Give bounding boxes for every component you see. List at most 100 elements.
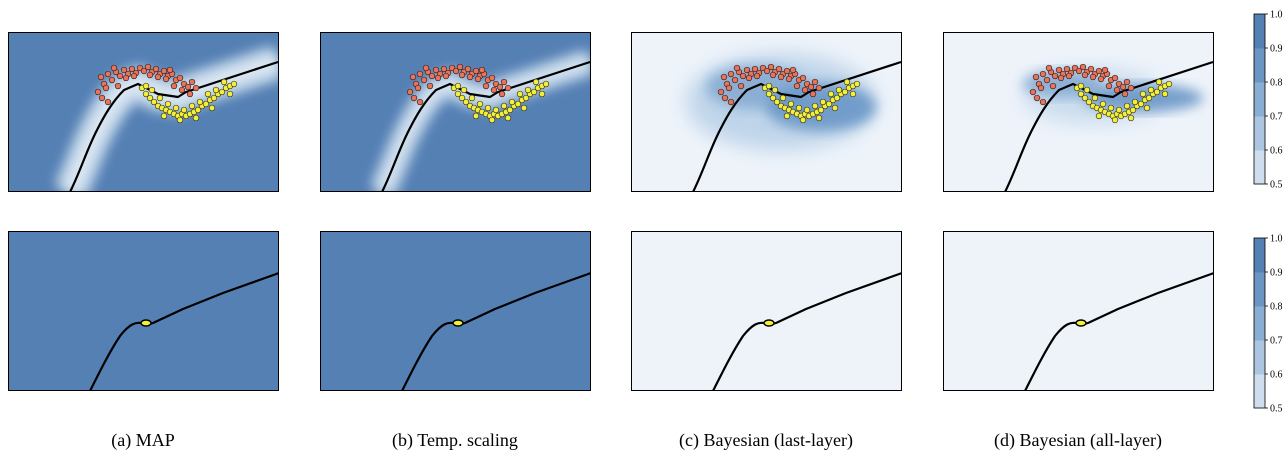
point-class-0 (1055, 66, 1063, 74)
point-class-0 (478, 66, 486, 74)
point-class-1 (1153, 88, 1161, 96)
point-class-0 (815, 84, 823, 92)
point-class-1 (1095, 112, 1103, 120)
point-class-0 (1089, 73, 1097, 81)
point-class-0 (184, 83, 192, 91)
point-class-1 (1123, 102, 1131, 110)
point-class-0 (777, 73, 785, 81)
point-class-1 (1077, 82, 1085, 90)
point-class-1 (1129, 106, 1137, 114)
point-class-0 (739, 72, 747, 80)
point-class-0 (498, 90, 506, 98)
point-class-1 (142, 90, 150, 98)
point-class-1 (825, 100, 833, 108)
colorbar-tick-label: 0.6 (1270, 146, 1283, 157)
caption-map: (a) MAP (111, 430, 175, 451)
point-class-0 (146, 71, 154, 79)
point-class-0 (737, 82, 745, 90)
point-class-0 (188, 78, 196, 86)
point-class-1 (1081, 94, 1089, 102)
panel-bayes-last-top (631, 32, 902, 192)
point-class-0 (1043, 76, 1051, 84)
panel-frame (943, 32, 1214, 192)
point-class-0 (422, 64, 430, 72)
point-class-0 (414, 84, 422, 92)
point-class-0 (144, 63, 152, 71)
point-class-0 (178, 86, 186, 94)
panel-bayes-all-bottom (943, 231, 1214, 391)
point-class-0 (725, 84, 733, 92)
point-class-1 (841, 88, 849, 96)
point-class-0 (733, 64, 741, 72)
colorbar-tick-label: 0.9 (1270, 44, 1283, 55)
colorbar-bottom: 0.5 0.6 0.7 0.8 0.9 1.0 (1253, 234, 1283, 415)
data-cluster (763, 319, 775, 327)
point-class-0 (482, 82, 490, 90)
point-class-0 (162, 75, 170, 83)
point-class-0 (490, 86, 498, 94)
point-class-0 (1029, 88, 1037, 96)
point-class-1 (472, 112, 480, 120)
point-class-1 (817, 106, 825, 114)
colorbar-frame (1253, 237, 1266, 409)
point-class-0 (1101, 66, 1109, 74)
point-class-1 (815, 114, 823, 122)
panel-bayes-all-top (943, 32, 1214, 192)
point-class-0 (166, 66, 174, 74)
point-class-0 (160, 67, 168, 75)
point-class-1 (773, 98, 781, 106)
point-class-1 (1147, 86, 1155, 94)
point-class-1 (488, 116, 496, 124)
point-class-1 (843, 78, 851, 86)
colorbar-band (1254, 14, 1265, 49)
point-class-0 (721, 94, 729, 102)
point-class-0 (442, 72, 450, 80)
point-class-1 (208, 104, 216, 112)
point-class-1 (769, 94, 777, 102)
panel-map-bottom (8, 231, 279, 391)
point-class-1 (484, 104, 492, 112)
point-class-0 (452, 67, 460, 75)
panel-frame (8, 32, 279, 192)
point-class-1 (454, 82, 462, 90)
point-class-0 (1037, 84, 1045, 92)
colorbar-top: 0.5 0.6 0.7 0.8 0.9 1.0 (1253, 10, 1283, 191)
point-class-0 (807, 83, 815, 91)
point-class-0 (434, 74, 442, 82)
point-class-1 (1145, 94, 1153, 102)
point-class-1 (188, 102, 196, 110)
colorbar-tick-label: 1.0 (1270, 234, 1283, 245)
colorbar-tick-label: 0.7 (1270, 336, 1283, 347)
point-class-1 (192, 114, 200, 122)
point-class-0 (763, 67, 771, 75)
confidence-field (631, 231, 902, 391)
confidence-field (320, 231, 591, 391)
point-class-0 (717, 88, 725, 96)
colorbar-band (1254, 306, 1265, 341)
point-class-1 (787, 100, 795, 108)
point-class-1 (164, 100, 172, 108)
point-class-1 (180, 106, 188, 114)
point-class-1 (1111, 116, 1119, 124)
point-class-1 (765, 82, 773, 90)
point-class-1 (504, 114, 512, 122)
point-class-1 (176, 116, 184, 124)
point-class-0 (1127, 84, 1135, 92)
panel-temp-scaling-top (320, 32, 591, 192)
confidence-field (320, 32, 591, 192)
point-class-1 (819, 98, 827, 106)
colorbar-tick-label: 0.9 (1270, 268, 1283, 279)
point-class-0 (440, 65, 448, 73)
point-class-1 (1127, 114, 1135, 122)
point-class-1 (506, 106, 514, 114)
panel-map-top (8, 32, 279, 192)
point-class-1 (142, 82, 150, 90)
point-class-1 (1143, 104, 1151, 112)
point-class-1 (156, 94, 164, 102)
point-class-1 (779, 94, 787, 102)
point-class-1 (514, 100, 522, 108)
point-class-1 (1161, 90, 1169, 98)
point-class-1 (1091, 94, 1099, 102)
panel-frame (8, 231, 279, 391)
colorbar-tick-label: 0.7 (1270, 112, 1283, 123)
